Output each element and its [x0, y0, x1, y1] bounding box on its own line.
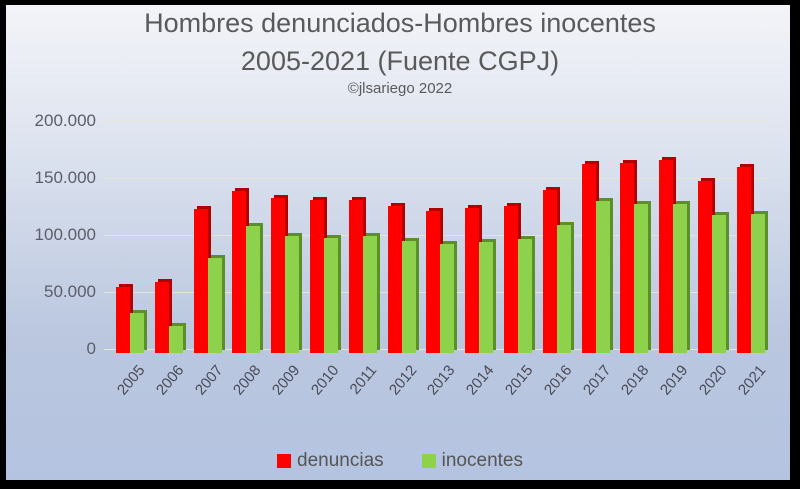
bar-inocentes-2020: [712, 215, 726, 353]
bar-denuncias-2013: [426, 210, 441, 353]
y-tick-label: 0: [86, 339, 96, 358]
bar-denuncias-2009: [271, 197, 286, 353]
bar-inocentes-2015: [518, 239, 532, 353]
gridline: [104, 121, 768, 122]
bar-inocentes-2014: [479, 242, 494, 353]
bar-denuncias-2012: [387, 205, 402, 353]
chart-subtitle: 2005-2021 (Fuente CGPJ): [240, 46, 560, 76]
bar-inocentes-2006: [168, 325, 183, 353]
y-tick-label: 150.000: [34, 168, 96, 187]
bar-inocentes-2017: [595, 201, 610, 353]
legend-swatch-green-icon: [421, 454, 436, 468]
bar-denuncias-2015: [504, 205, 518, 353]
bar-inocentes-2021: [750, 213, 765, 353]
bar-denuncias-2007: [193, 209, 208, 353]
chart-credit: ©jlsariego 2022: [347, 80, 453, 97]
bar-inocentes-2005: [130, 313, 144, 353]
bar-inocentes-2007: [207, 258, 222, 353]
gridline: [104, 178, 768, 179]
y-tick-label: 100.000: [34, 225, 96, 244]
legend-item-inocentes: inocentes: [421, 450, 523, 472]
bar-inocentes-2008: [246, 226, 261, 353]
bar-denuncias-2016: [542, 189, 557, 353]
chart-title: Hombres denunciados-Hombres inocentes: [144, 8, 656, 38]
bar-denuncias-2005: [116, 286, 130, 353]
bar-inocentes-2013: [440, 243, 455, 353]
y-tick-label: 200.000: [34, 111, 96, 130]
legend-swatch-red-icon: [277, 454, 292, 468]
bar-inocentes-2019: [673, 203, 688, 353]
bar-denuncias-2014: [465, 208, 480, 353]
bar-inocentes-2016: [556, 225, 571, 353]
bar-denuncias-2017: [581, 163, 596, 353]
bar-denuncias-2006: [154, 282, 169, 353]
bar-denuncias-2019: [659, 160, 674, 353]
bar-denuncias-2021: [736, 167, 751, 353]
bar-inocentes-2009: [285, 235, 300, 353]
bar-inocentes-2018: [634, 203, 649, 353]
bar-denuncias-2018: [620, 162, 635, 353]
y-tick-label: 50.000: [44, 282, 96, 301]
legend-label: denuncias: [297, 450, 384, 471]
bar-inocentes-2010: [324, 237, 338, 353]
bar-denuncias-2010: [310, 200, 324, 353]
bar-inocentes-2012: [401, 241, 416, 353]
legend-label: inocentes: [441, 450, 523, 471]
bar-denuncias-2008: [232, 191, 247, 353]
legend-item-denuncias: denuncias: [277, 450, 384, 472]
legend: denuncias inocentes: [0, 450, 800, 472]
bar-inocentes-2011: [362, 235, 377, 353]
bar-denuncias-2020: [698, 180, 712, 353]
bar-denuncias-2011: [348, 200, 363, 353]
